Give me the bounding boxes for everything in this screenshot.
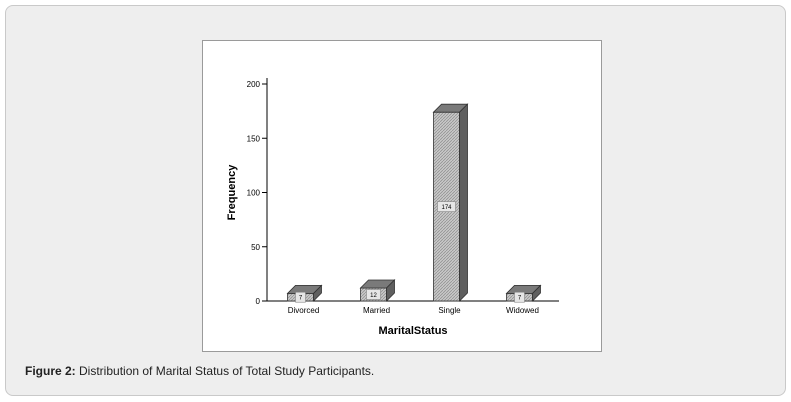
data-label: 174 [441, 205, 452, 211]
x-axis-label: MaritalStatus [378, 325, 447, 337]
data-label: 7 [518, 296, 522, 302]
y-tick-label: 200 [247, 80, 261, 89]
chart-axes: 0 50 100 150 200 Divorced Married Single Widowed [247, 78, 559, 315]
y-tick-label: 50 [251, 243, 260, 252]
x-tick-label: Married [363, 306, 390, 315]
bar-single: 174 [432, 103, 469, 302]
y-tick-label: 150 [247, 134, 261, 143]
data-label-box [437, 201, 456, 212]
bar-side [313, 284, 322, 302]
bar-widowed: 7 [505, 284, 542, 303]
x-tick-label: Widowed [506, 306, 539, 315]
bar-divorced: 7 [286, 284, 323, 303]
bar-side [386, 279, 395, 302]
figure-caption-text: Distribution of Marital Status of Total … [79, 364, 375, 378]
figure-caption-label: Figure 2: [25, 364, 76, 378]
data-label-box [295, 291, 306, 303]
bar-side [459, 103, 468, 302]
bar-side [532, 284, 541, 302]
data-label: 12 [370, 293, 377, 299]
figure-card: 0 50 100 150 200 Divorced Married Single Widowed… [5, 5, 786, 396]
data-label: 7 [299, 296, 303, 302]
bar-married: 12 [359, 279, 396, 302]
data-label-box [514, 291, 525, 303]
x-tick-label: Divorced [288, 306, 320, 315]
y-tick-label: 100 [247, 189, 261, 198]
chart-bars: 7 12 174 7 [286, 103, 542, 303]
y-tick-label: 0 [256, 297, 261, 306]
data-label-box [366, 289, 381, 300]
chart-frame: 0 50 100 150 200 Divorced Married Single Widowed… [202, 40, 602, 352]
bar-chart: 0 50 100 150 200 Divorced Married Single Widowed… [226, 78, 559, 337]
x-tick-label: Single [438, 306, 461, 315]
y-axis-label: Frequency [226, 164, 238, 221]
figure-caption: Figure 2: Distribution of Marital Status… [25, 364, 374, 378]
